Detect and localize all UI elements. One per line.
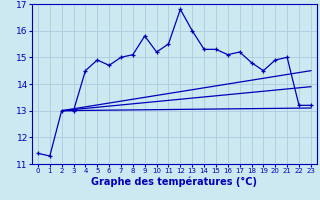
X-axis label: Graphe des températures (°C): Graphe des températures (°C) xyxy=(92,177,257,187)
